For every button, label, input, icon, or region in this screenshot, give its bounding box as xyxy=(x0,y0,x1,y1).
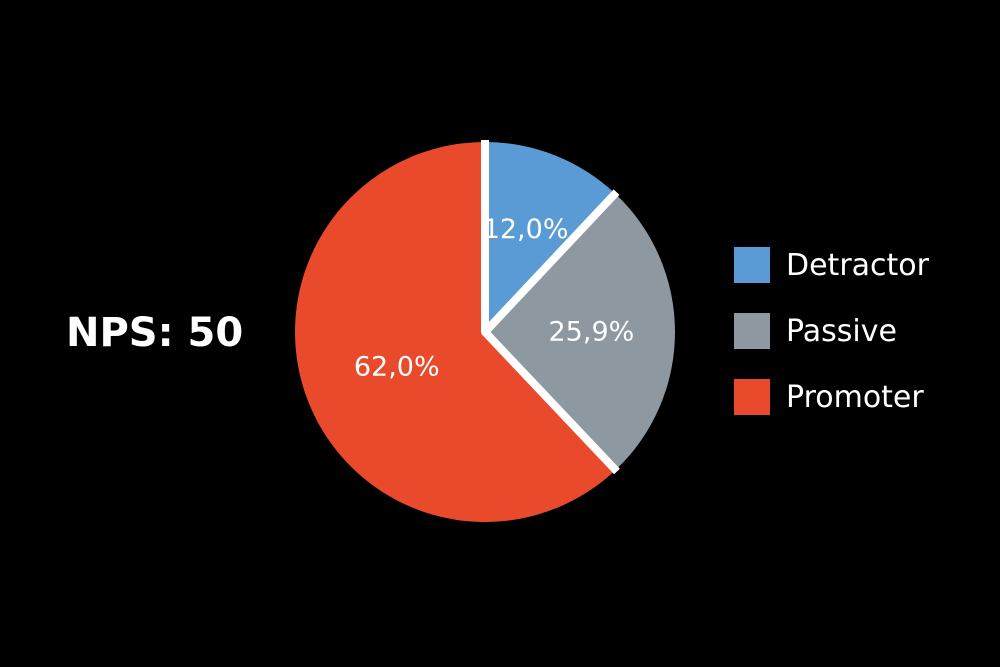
value-label-passive: 25,9% xyxy=(549,316,635,347)
value-label-promoter: 62,0% xyxy=(354,352,440,383)
legend-swatch-promoter xyxy=(734,379,770,415)
legend-label-passive: Passive xyxy=(786,313,897,349)
slice-separators xyxy=(481,140,620,475)
separator-hub xyxy=(481,328,489,336)
value-label-detractor: 12,0% xyxy=(483,214,569,245)
nps-score-label: NPS: 50 xyxy=(66,310,244,356)
legend-item-passive: Passive xyxy=(734,311,929,351)
chart-legend: Detractor Passive Promoter xyxy=(734,245,929,443)
slice-separator xyxy=(482,189,620,335)
pie-slice-detractor xyxy=(485,142,616,332)
slice-separator xyxy=(482,329,620,475)
legend-item-promoter: Promoter xyxy=(734,377,929,417)
legend-label-promoter: Promoter xyxy=(786,379,924,415)
slice-value-labels: 12,0% 25,9% 62,0% xyxy=(354,214,634,383)
legend-swatch-detractor xyxy=(734,247,770,283)
legend-item-detractor: Detractor xyxy=(734,245,929,285)
pie-slices xyxy=(295,142,675,522)
legend-label-detractor: Detractor xyxy=(786,247,929,283)
pie-slice-passive xyxy=(485,193,675,470)
legend-swatch-passive xyxy=(734,313,770,349)
pie-slice-promoter xyxy=(295,142,616,522)
